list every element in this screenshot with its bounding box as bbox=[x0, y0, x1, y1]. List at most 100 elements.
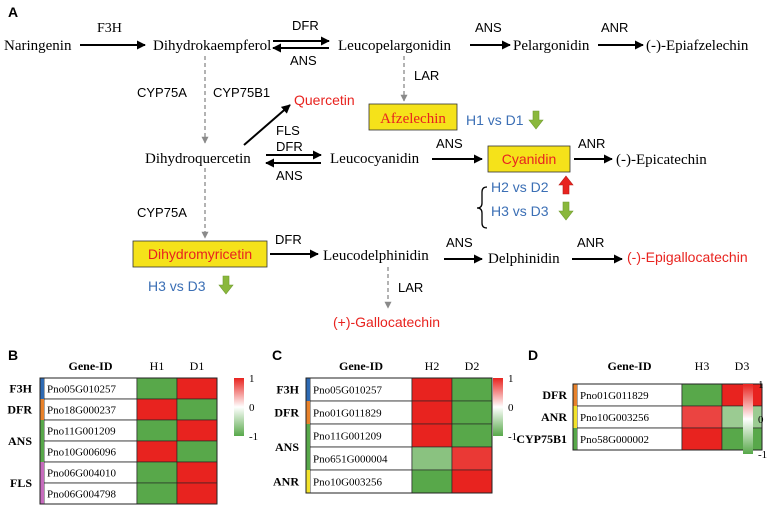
heatmap-cell bbox=[721, 383, 763, 407]
colorbar-label-mid: 0 bbox=[508, 402, 514, 414]
compound-pelargonidin: Pelargonidin bbox=[513, 38, 590, 54]
heatmap-cell bbox=[411, 469, 453, 494]
heatmap-cell bbox=[451, 423, 493, 448]
heatmap-cell bbox=[136, 440, 178, 463]
heatmap-gene-id: Pno01G011829 bbox=[313, 408, 382, 420]
compound-leucocyanidin: Leucocyanidin bbox=[330, 151, 420, 167]
heatmap-group-label: DFR bbox=[7, 403, 32, 417]
arrow-down-icon-h3-d3-cyanidin bbox=[558, 201, 574, 221]
heatmap-gene-id: Pno01G011829 bbox=[580, 390, 649, 402]
heatmap-border bbox=[305, 377, 493, 494]
compound-delphinidin: Delphinidin bbox=[488, 251, 560, 267]
heatmap-group-bar bbox=[306, 378, 310, 401]
heatmap-group-bar bbox=[573, 406, 577, 428]
compound-dihydromyricetin: Dihydromyricetin bbox=[148, 246, 252, 262]
heatmap-cell bbox=[451, 446, 493, 471]
heatmap-colorbar bbox=[234, 378, 244, 436]
heatmap-cell bbox=[411, 423, 453, 448]
compound-epicatechin: (-)-Epicatechin bbox=[616, 152, 707, 168]
highlight-box-cyanidin bbox=[487, 145, 571, 173]
compound-quercetin: Quercetin bbox=[294, 92, 355, 108]
enzyme-anr-2: ANR bbox=[578, 136, 605, 151]
heatmap-cell bbox=[411, 446, 453, 471]
compound-leucodelphinidin: Leucodelphinidin bbox=[323, 248, 429, 264]
heatmap-colorbar bbox=[743, 384, 753, 454]
compound-naringenin: Naringenin bbox=[4, 38, 72, 54]
enzyme-ans-1: ANS bbox=[475, 20, 502, 35]
heatmap-gene-id: Pno10G003256 bbox=[580, 412, 650, 424]
heatmap-header-col2: D1 bbox=[190, 359, 205, 373]
panel-label-c: C bbox=[272, 347, 282, 363]
enzyme-dfr-3: DFR bbox=[275, 232, 302, 247]
heatmap-cell bbox=[451, 469, 493, 494]
heatmap-gene-id: Pno11G001209 bbox=[47, 426, 116, 438]
heatmap-cell bbox=[411, 377, 453, 402]
heatmap-cell bbox=[451, 377, 493, 402]
comparison-h3-vs-d3-dihydromyricetin: H3 vs D3 bbox=[148, 278, 206, 294]
highlight-box-dihydromyricetin bbox=[132, 240, 268, 268]
heatmap-group-label: F3H bbox=[276, 383, 299, 397]
enzyme-lar-1: LAR bbox=[414, 68, 439, 83]
heatmap-cell bbox=[721, 405, 763, 429]
compound-cyanidin: Cyanidin bbox=[502, 151, 556, 167]
heatmap-gene-id: Pno06G004010 bbox=[47, 468, 117, 480]
enzyme-cyp75b1: CYP75B1 bbox=[213, 85, 270, 100]
arrow-down-icon-h1-d1 bbox=[528, 110, 544, 130]
arrow-dihydroquercetin-to-quercetin bbox=[243, 104, 291, 146]
heatmap-group-label: ANR bbox=[273, 475, 299, 489]
heatmap-b: Gene-ID H1 D1 Pno05G010257 Pno18G000237 Pno11… bbox=[7, 359, 258, 505]
heatmap-header-col1: H1 bbox=[150, 359, 165, 373]
heatmap-c: Gene-ID H2 D2 Pno05G010257 Pno01G011829 Pno11… bbox=[273, 359, 517, 494]
heatmap-cell bbox=[721, 427, 763, 451]
heatmap-cell bbox=[136, 482, 178, 505]
heatmap-gene-id: Pno10G006096 bbox=[47, 447, 117, 459]
heatmap-group-bar bbox=[40, 462, 44, 504]
compound-epiafzelechin: (-)-Epiafzelechin bbox=[646, 38, 749, 54]
heatmap-header-col2: D3 bbox=[735, 359, 750, 373]
heatmap-cell bbox=[136, 419, 178, 442]
colorbar-label-min: -1 bbox=[758, 449, 767, 461]
heatmap-cell bbox=[176, 377, 218, 400]
heatmap-group-label: ANR bbox=[541, 410, 567, 424]
enzyme-dfr-2: DFR bbox=[276, 139, 303, 154]
arrow-up-icon-h2-d2 bbox=[558, 175, 574, 195]
colorbar-label-min: -1 bbox=[249, 431, 258, 443]
heatmap-cell bbox=[176, 419, 218, 442]
heatmap-group-bar bbox=[306, 401, 310, 424]
heatmap-gene-id: Pno58G000002 bbox=[580, 434, 649, 446]
heatmap-border bbox=[39, 377, 218, 505]
enzyme-ans-3: ANS bbox=[446, 235, 473, 250]
heatmap-cell bbox=[411, 400, 453, 425]
colorbar-label-mid: 0 bbox=[249, 402, 255, 414]
comparison-h2-vs-d2: H2 vs D2 bbox=[491, 179, 549, 195]
comparison-h1-vs-d1: H1 vs D1 bbox=[466, 112, 524, 128]
heatmap-cell bbox=[681, 427, 723, 451]
heatmap-group-bar bbox=[573, 428, 577, 450]
heatmap-colorbar bbox=[493, 378, 503, 436]
panel-label-a: A bbox=[8, 4, 18, 20]
compound-leucopelargonidin: Leucopelargonidin bbox=[338, 38, 452, 54]
heatmap-gene-id: Pno05G010257 bbox=[47, 384, 117, 396]
enzyme-lar-2: LAR bbox=[398, 280, 423, 295]
enzyme-fls: FLS bbox=[276, 123, 300, 138]
heatmap-group-label: ANS bbox=[8, 434, 32, 448]
heatmap-header-gene-id: Gene-ID bbox=[339, 359, 383, 373]
heatmap-cell bbox=[176, 398, 218, 421]
enzyme-cyp75a-1: CYP75A bbox=[137, 85, 187, 100]
colorbar-label-max: 1 bbox=[249, 373, 255, 385]
comparison-h3-vs-d3-cyanidin: H3 vs D3 bbox=[491, 203, 549, 219]
heatmap-group-bar bbox=[306, 470, 310, 493]
heatmap-header-col1: H3 bbox=[695, 359, 710, 373]
heatmap-group-bar bbox=[573, 384, 577, 406]
colorbar-label-max: 1 bbox=[508, 373, 514, 385]
heatmap-group-bar bbox=[306, 424, 310, 470]
heatmap-group-bar bbox=[40, 420, 44, 462]
colorbar-label-max: 1 bbox=[758, 379, 764, 391]
colorbar-label-mid: 0 bbox=[758, 414, 764, 426]
heatmap-cell bbox=[176, 482, 218, 505]
heatmap-cell bbox=[681, 383, 723, 407]
enzyme-ans-reverse-1: ANS bbox=[290, 53, 317, 68]
panel-label-b: B bbox=[8, 347, 18, 363]
enzyme-anr-3: ANR bbox=[577, 235, 604, 250]
